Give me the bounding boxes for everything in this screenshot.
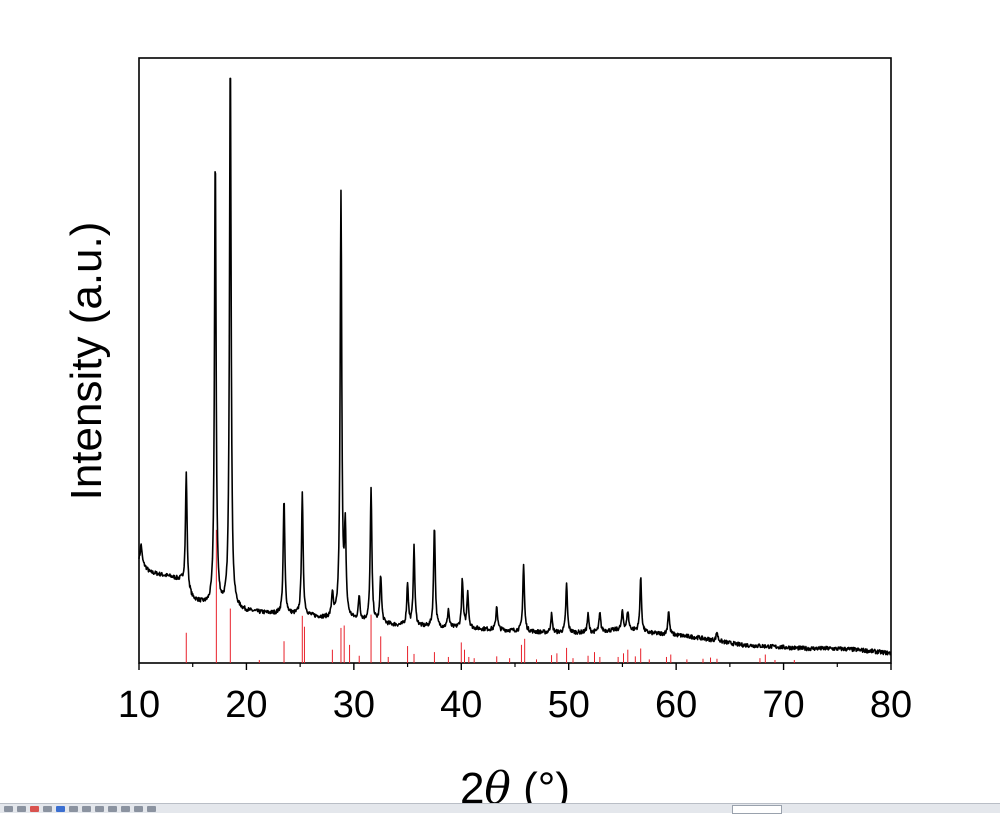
toolbar-button[interactable] <box>43 805 52 812</box>
x-axis-label: 2θ (°) <box>460 763 570 803</box>
toolbar-button[interactable] <box>17 805 26 812</box>
plot-frame <box>138 57 892 664</box>
toolbar-button[interactable] <box>108 805 117 812</box>
series-line-xrd-pattern <box>138 77 892 656</box>
toolbar-button[interactable] <box>30 805 39 812</box>
toolbar-button[interactable] <box>95 805 104 812</box>
x-tick-label: 80 <box>870 684 912 726</box>
toolbar-button[interactable] <box>147 805 156 812</box>
toolbar-button[interactable] <box>56 805 65 812</box>
y-axis-label: Intensity (a.u.) <box>62 222 111 501</box>
x-tick-label: 70 <box>762 684 804 726</box>
x-axis-ticks <box>138 663 892 670</box>
toolbar-button[interactable] <box>134 805 143 812</box>
x-tick-label: 50 <box>548 684 590 726</box>
toolbar-button[interactable] <box>4 805 13 812</box>
x-tick-label: 20 <box>225 684 267 726</box>
x-axis-tick-labels: 10 20 30 40 50 60 70 80 <box>118 684 912 726</box>
toolbar-button[interactable] <box>82 805 91 812</box>
x-tick-label: 10 <box>118 684 160 726</box>
toolbar-button[interactable] <box>121 805 130 812</box>
x-tick-label: 30 <box>333 684 375 726</box>
x-tick-label: 40 <box>440 684 482 726</box>
x-tick-label: 60 <box>655 684 697 726</box>
x-axis-label-prefix: 2 <box>460 764 484 803</box>
x-axis-label-suffix: (°) <box>511 764 570 803</box>
taskbar-strip <box>0 803 1000 814</box>
x-axis-label-symbol: θ <box>484 763 511 803</box>
reference-pattern-lines <box>185 529 795 663</box>
toolbar-button[interactable] <box>69 805 78 812</box>
